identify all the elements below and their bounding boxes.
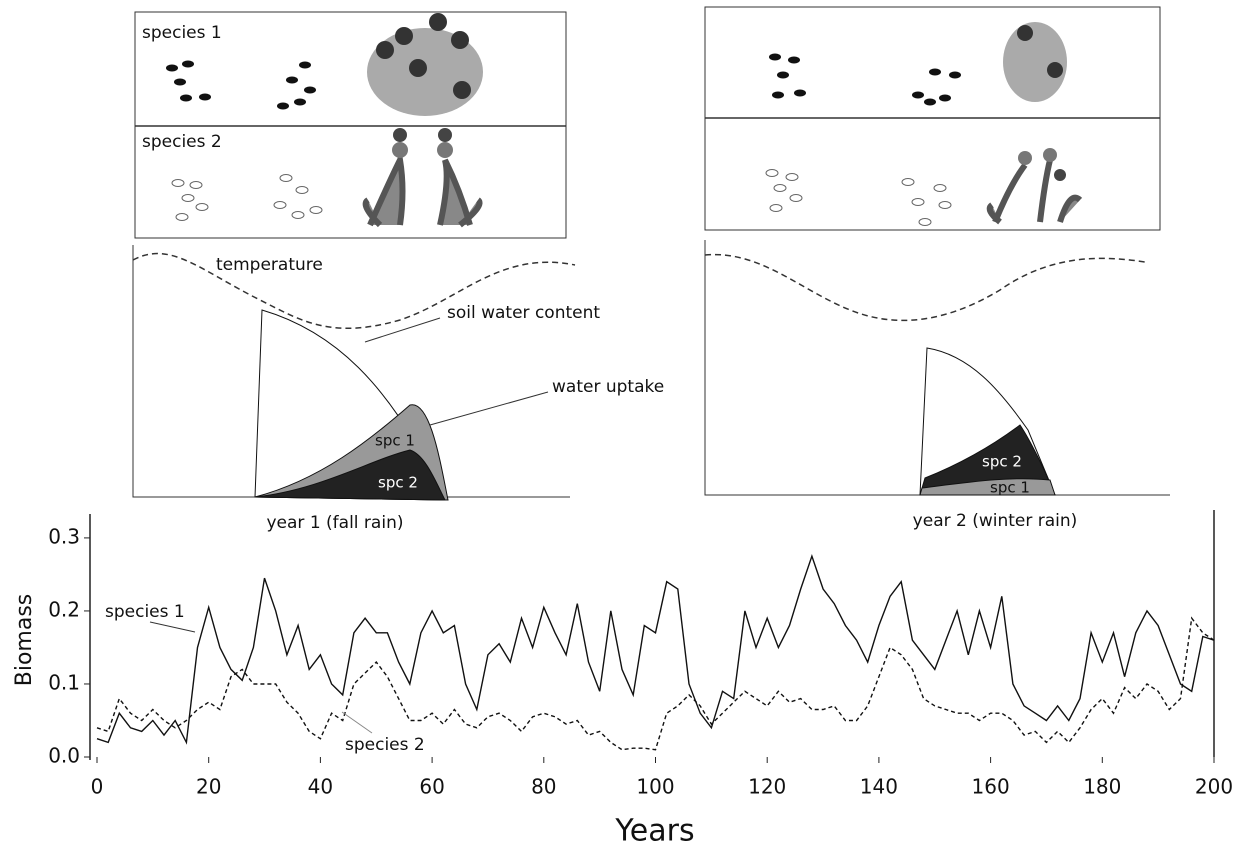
x-tick-label: 20 xyxy=(196,775,221,799)
temperature-curve xyxy=(132,252,576,330)
species-label: species 1 xyxy=(142,23,222,43)
species-label: species 2 xyxy=(142,132,222,152)
plant-2 xyxy=(986,148,1083,225)
label: spc 2 xyxy=(378,474,418,492)
caption: year 1 (fall rain) xyxy=(267,513,404,533)
uptake-spc2 xyxy=(919,424,1056,496)
y-tick-label: 0.3 xyxy=(48,524,80,548)
label: water uptake xyxy=(552,377,664,397)
x-tick-label: 80 xyxy=(531,775,556,799)
seeds-light xyxy=(765,169,952,226)
seeds-dark xyxy=(769,53,961,106)
series-line xyxy=(96,554,1215,745)
series-annotation: species 2 xyxy=(345,735,425,755)
label: spc 1 xyxy=(375,432,415,450)
temperature-curve xyxy=(704,253,1146,322)
plant-1 xyxy=(1003,22,1067,102)
label: temperature xyxy=(216,255,323,275)
label: spc 1 xyxy=(990,479,1030,497)
y-axis-label: Biomass xyxy=(12,594,37,687)
x-tick-label: 180 xyxy=(1083,775,1121,799)
x-tick-label: 100 xyxy=(636,775,674,799)
x-tick-label: 40 xyxy=(308,775,333,799)
panel-box xyxy=(134,11,567,239)
x-tick-label: 120 xyxy=(748,775,786,799)
uptake-spc2 xyxy=(254,449,446,501)
seeds-dark xyxy=(166,60,316,110)
x-tick-label: 140 xyxy=(860,775,898,799)
leader xyxy=(364,317,441,343)
y-tick-label: 0.1 xyxy=(48,670,80,694)
label: spc 2 xyxy=(982,453,1022,471)
caption: year 2 (winter rain) xyxy=(913,511,1078,531)
series-line xyxy=(96,616,1215,751)
y-tick-label: 0.2 xyxy=(48,597,80,621)
label: soil water content xyxy=(447,303,600,323)
left-diagram xyxy=(132,245,576,501)
uptake-spc1 xyxy=(919,478,1056,496)
plant-2 xyxy=(362,128,483,228)
leader xyxy=(149,621,196,633)
x-tick-label: 160 xyxy=(972,775,1010,799)
seeds-light xyxy=(171,174,323,221)
x-tick-label: 0 xyxy=(91,775,104,799)
x-tick-label: 60 xyxy=(419,775,444,799)
y-tick-label: 0.0 xyxy=(48,744,80,768)
x-tick-label: 200 xyxy=(1195,775,1233,799)
right-diagram xyxy=(704,240,1170,496)
x-axis-label: Years xyxy=(614,814,694,847)
series-annotation: species 1 xyxy=(105,602,185,622)
plant-1 xyxy=(367,13,483,116)
leader xyxy=(429,391,549,426)
leader xyxy=(341,711,373,734)
